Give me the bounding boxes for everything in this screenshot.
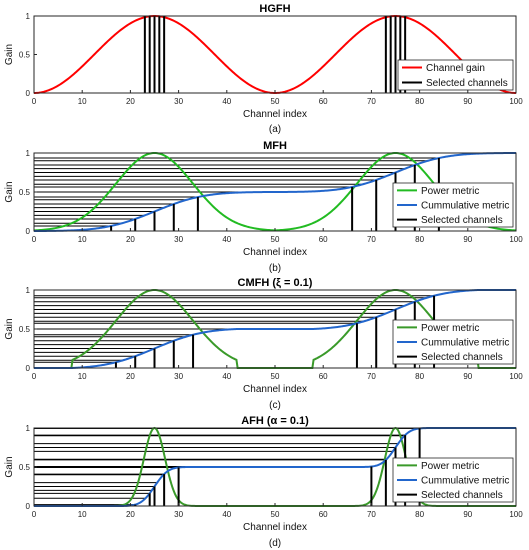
x-tick-label: 100: [509, 510, 523, 519]
legend: Power metric Cummulative metric Selected c…: [392, 457, 514, 503]
y-tick-label: 0: [26, 89, 31, 98]
legend: Channel gain Selected channels: [397, 59, 514, 91]
x-tick-label: 10: [78, 235, 87, 244]
x-tick-label: 40: [222, 510, 231, 519]
x-tick-label: 30: [174, 510, 183, 519]
x-tick-label: 0: [32, 97, 37, 106]
chart-title: AFH (α = 0.1): [241, 415, 309, 427]
x-axis-label: Channel index: [243, 247, 307, 258]
x-tick-label: 30: [174, 97, 183, 106]
x-tick-label: 0: [32, 510, 37, 519]
x-tick-label: 40: [222, 97, 231, 106]
y-axis-label: Gain: [4, 318, 15, 339]
x-axis-label: Channel index: [243, 109, 307, 120]
y-axis-label: Gain: [4, 456, 15, 477]
x-tick-label: 0: [32, 235, 37, 244]
y-tick-label: 1: [26, 12, 31, 21]
panel-caption: (d): [269, 538, 281, 549]
legend-label: Power metric: [421, 461, 479, 472]
x-axis-label: Channel index: [243, 522, 307, 533]
x-tick-label: 90: [463, 235, 472, 244]
y-tick-label: 0.5: [19, 463, 31, 472]
legend: Power metric Cummulative metric Selected c…: [392, 319, 514, 365]
y-tick-label: 1: [26, 286, 31, 295]
x-tick-label: 80: [415, 97, 424, 106]
x-tick-label: 20: [126, 235, 135, 244]
panel-caption: (a): [269, 124, 281, 135]
y-tick-label: 0.5: [19, 51, 31, 60]
x-tick-label: 60: [319, 97, 328, 106]
chart-panel-3: CMFH (ξ = 0.1) 0 10 20 30 40 50 60 70 80 90 100 0 0.5…: [4, 277, 523, 411]
x-tick-label: 90: [463, 510, 472, 519]
x-tick-label: 50: [271, 97, 280, 106]
x-tick-label: 70: [367, 510, 376, 519]
x-tick-label: 100: [509, 97, 523, 106]
y-tick-label: 0: [26, 502, 31, 511]
series-line-cummulative-metric: [34, 152, 516, 232]
chart-title: HGFH: [259, 3, 290, 15]
x-tick-label: 90: [463, 97, 472, 106]
legend-label: Selected channels: [421, 352, 503, 363]
x-tick-label: 80: [415, 510, 424, 519]
x-tick-label: 90: [463, 372, 472, 381]
x-tick-label: 50: [271, 235, 280, 244]
chart-panel-2: MFH 0 10 20 30 40 50 60 70 80 90 100 0 0.5 1 Channel in…: [4, 140, 523, 274]
legend-label: Selected channels: [421, 490, 503, 501]
x-tick-label: 60: [319, 510, 328, 519]
x-tick-label: 10: [78, 97, 87, 106]
x-tick-label: 100: [509, 372, 523, 381]
y-tick-label: 1: [26, 149, 31, 158]
x-tick-label: 50: [271, 510, 280, 519]
x-tick-label: 10: [78, 510, 87, 519]
x-tick-label: 70: [367, 97, 376, 106]
x-tick-label: 70: [367, 372, 376, 381]
legend-label: Cummulative metric: [421, 201, 509, 212]
legend-label: Power metric: [421, 323, 479, 334]
legend-box: [397, 59, 514, 91]
x-tick-label: 70: [367, 235, 376, 244]
x-tick-label: 30: [174, 235, 183, 244]
x-tick-label: 40: [222, 372, 231, 381]
x-tick-label: 60: [319, 235, 328, 244]
legend: Power metric Cummulative metric Selected c…: [392, 182, 514, 228]
x-tick-label: 100: [509, 235, 523, 244]
x-tick-label: 50: [271, 372, 280, 381]
legend-label: Cummulative metric: [421, 476, 509, 487]
chart-panel-4: AFH (α = 0.1) 0 10 20 30 40 50 60 70 80 90 100 0 0.5 1…: [4, 415, 523, 549]
series-line-cummulative-metric: [34, 289, 516, 369]
legend-label: Power metric: [421, 186, 479, 197]
y-tick-label: 0: [26, 364, 31, 373]
chart-panel-1: HGFH 0 10 20 30 40 50 60 70 80 90 100 0 0.5 1 Channel i…: [4, 3, 523, 135]
x-tick-label: 60: [319, 372, 328, 381]
panel-caption: (b): [269, 263, 281, 274]
x-tick-label: 20: [126, 372, 135, 381]
x-axis-label: Channel index: [243, 384, 307, 395]
legend-label: Cummulative metric: [421, 338, 509, 349]
x-tick-label: 20: [126, 97, 135, 106]
x-tick-label: 10: [78, 372, 87, 381]
y-tick-label: 0.5: [19, 325, 31, 334]
chart-title: MFH: [263, 140, 287, 152]
x-tick-label: 40: [222, 235, 231, 244]
y-tick-label: 0: [26, 227, 31, 236]
x-tick-label: 30: [174, 372, 183, 381]
legend-label: Selected channels: [421, 215, 503, 226]
legend-label: Channel gain: [426, 63, 485, 74]
legend-label: Selected channels: [426, 78, 508, 89]
chart-title: CMFH (ξ = 0.1): [238, 277, 313, 289]
y-tick-label: 0.5: [19, 188, 31, 197]
panel-caption: (c): [269, 400, 281, 411]
x-tick-label: 0: [32, 372, 37, 381]
x-tick-label: 80: [415, 372, 424, 381]
x-tick-label: 80: [415, 235, 424, 244]
y-axis-label: Gain: [4, 44, 15, 65]
y-axis-label: Gain: [4, 181, 15, 202]
y-tick-label: 1: [26, 424, 31, 433]
x-tick-label: 20: [126, 510, 135, 519]
